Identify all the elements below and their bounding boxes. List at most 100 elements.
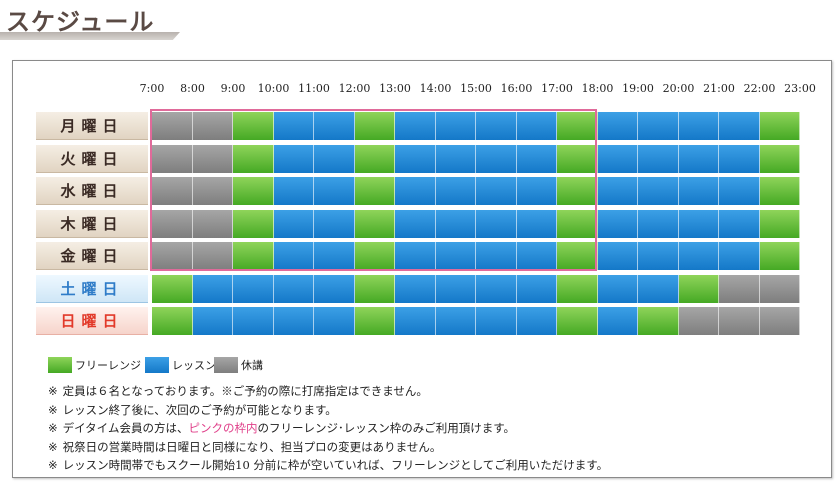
slot-free-range: [354, 112, 395, 140]
legend-swatch-lesson: [145, 357, 169, 373]
slot-lesson: [273, 209, 314, 238]
slot-lesson: [395, 144, 436, 173]
slot-free-range: [233, 242, 274, 270]
slot-closed: [759, 274, 800, 303]
slot-closed: [759, 307, 800, 335]
slot-lesson: [273, 274, 314, 303]
slot-lesson: [597, 242, 638, 270]
slot-lesson: [476, 209, 517, 238]
slot-free-range: [557, 112, 598, 140]
slot-free-range: [354, 274, 395, 303]
slot-closed: [192, 112, 233, 140]
slot-lesson: [273, 144, 314, 173]
slot-lesson: [638, 242, 679, 270]
slot-free-range: [557, 209, 598, 238]
slot-lesson: [435, 177, 476, 205]
slot-lesson: [516, 274, 557, 303]
legend-closed: 休講: [214, 357, 263, 373]
slot-free-range: [354, 242, 395, 270]
slot-lesson: [638, 144, 679, 173]
hour-label: 22:00: [743, 82, 776, 95]
slot-lesson: [314, 307, 355, 335]
slot-lesson: [314, 112, 355, 140]
slot-closed: [678, 307, 719, 335]
slot-free-range: [557, 177, 598, 205]
slot-lesson: [516, 307, 557, 335]
hour-label: 21:00: [703, 82, 735, 95]
slot-lesson: [678, 242, 719, 270]
slot-lesson: [597, 144, 638, 173]
legend-label-lesson: レッスン: [172, 359, 216, 372]
slot-lesson: [395, 307, 436, 335]
page-title: スケジュール: [6, 7, 155, 36]
slot-closed: [719, 274, 760, 303]
note-holidays: ※ 祝祭日の営業時間は日曜日と同様になり、担当プロの変更はありません。: [48, 439, 441, 455]
slot-free-range: [152, 274, 193, 303]
note-capacity: ※ 定員は６名となっております。※ご予約の際に打席指定はできません。: [48, 383, 428, 399]
slot-free-range: [759, 209, 800, 238]
day-label: 金曜日: [36, 242, 148, 270]
slot-free-range: [759, 177, 800, 205]
slot-lesson: [638, 112, 679, 140]
slot-lesson: [597, 307, 638, 335]
slot-lesson: [435, 274, 476, 303]
slot-closed: [192, 242, 233, 270]
slot-lesson: [678, 209, 719, 238]
slot-lesson: [192, 274, 233, 303]
slot-free-range: [233, 144, 274, 173]
hour-label: 19:00: [622, 82, 654, 95]
hour-label: 16:00: [500, 82, 533, 95]
slot-free-range: [759, 112, 800, 140]
slot-free-range: [557, 144, 598, 173]
slot-lesson: [273, 307, 314, 335]
day-label: 日曜日: [36, 307, 148, 335]
slot-lesson: [435, 112, 476, 140]
slot-lesson: [719, 144, 760, 173]
legend-swatch-closed: [214, 357, 238, 373]
slot-lesson: [597, 209, 638, 238]
title-underline: [0, 32, 180, 40]
slot-lesson: [233, 274, 274, 303]
slot-lesson: [192, 307, 233, 335]
hour-label: 10:00: [257, 82, 290, 95]
note-mark: ※: [48, 384, 58, 398]
slot-lesson: [476, 307, 517, 335]
slot-lesson: [516, 112, 557, 140]
legend-label-free-range: フリーレンジ: [75, 359, 141, 372]
slot-free-range: [678, 274, 719, 303]
day-label: 月曜日: [36, 112, 148, 140]
slot-lesson: [435, 209, 476, 238]
slot-lesson: [435, 242, 476, 270]
slot-closed: [152, 144, 193, 173]
day-label: 木曜日: [36, 209, 148, 238]
slot-lesson: [435, 307, 476, 335]
day-label: 火曜日: [36, 144, 148, 173]
slot-lesson: [395, 112, 436, 140]
slot-free-range: [557, 307, 598, 335]
slot-closed: [192, 177, 233, 205]
slot-lesson: [476, 112, 517, 140]
slot-free-range: [152, 307, 193, 335]
slot-lesson: [476, 242, 517, 270]
legend-free-range: フリーレンジ: [48, 357, 141, 373]
slot-closed: [152, 177, 193, 205]
slot-lesson: [476, 144, 517, 173]
slot-lesson: [233, 307, 274, 335]
note-text: デイタイム会員の方は、: [62, 421, 189, 435]
slot-closed: [152, 209, 193, 238]
slot-lesson: [516, 242, 557, 270]
slot-lesson: [395, 242, 436, 270]
legend-label-closed: 休講: [241, 359, 263, 372]
slot-lesson: [273, 112, 314, 140]
slot-lesson: [638, 177, 679, 205]
slot-lesson: [719, 209, 760, 238]
note-text: レッスン時間帯でもスクール開始10 分前に枠が空いていれば、フリーレンジとしてご…: [62, 458, 609, 472]
slot-lesson: [678, 177, 719, 205]
slot-free-range: [233, 112, 274, 140]
slot-lesson: [314, 144, 355, 173]
slot-lesson: [719, 112, 760, 140]
slot-lesson: [395, 209, 436, 238]
hour-label: 23:00: [784, 82, 816, 95]
slot-free-range: [557, 274, 598, 303]
slot-lesson: [273, 242, 314, 270]
